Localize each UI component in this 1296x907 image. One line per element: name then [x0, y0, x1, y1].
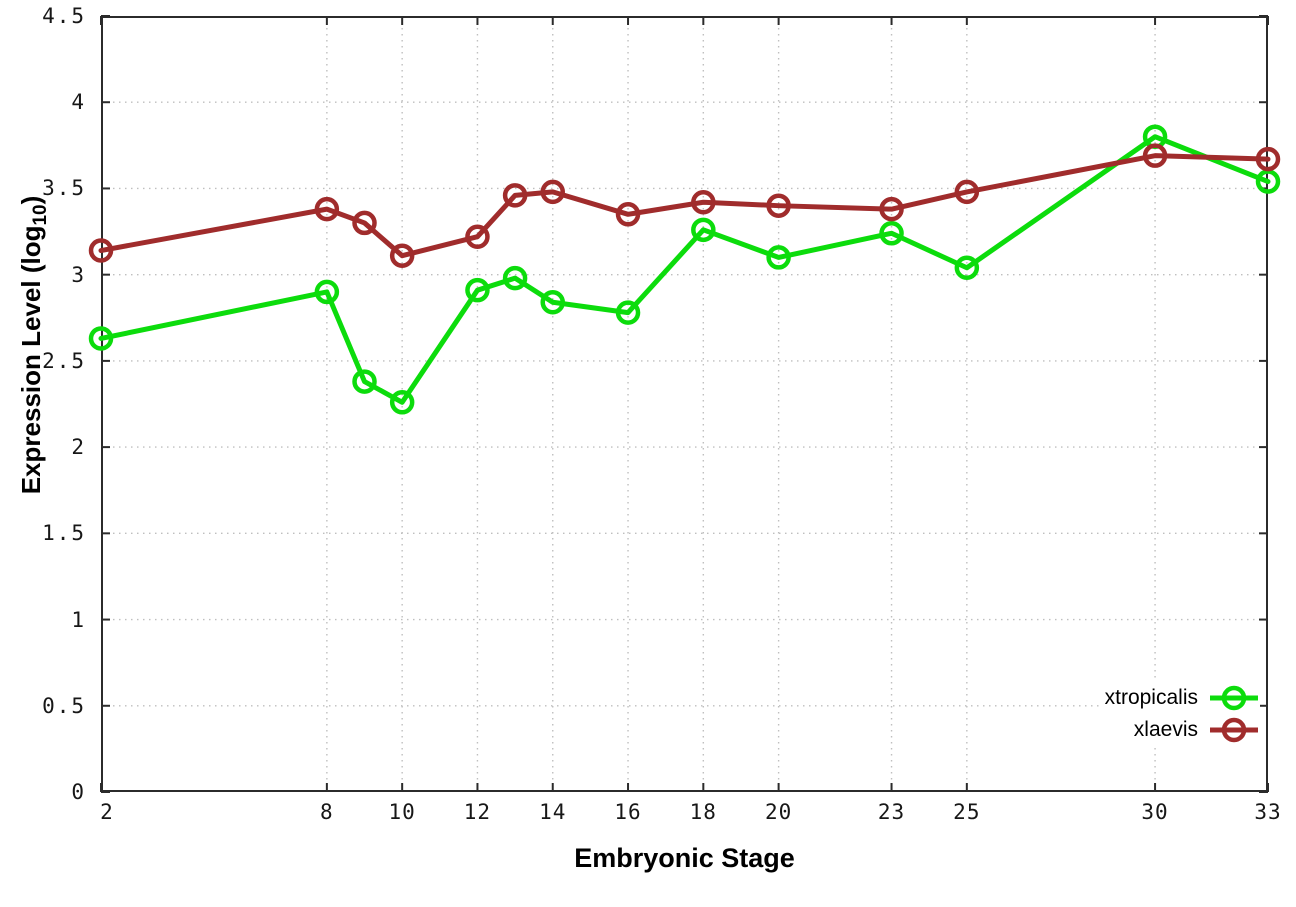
data-point-xlaevis — [352, 210, 377, 236]
x-tick-label: 18 — [689, 800, 717, 824]
data-point-xlaevis — [954, 179, 980, 205]
x-tick-label: 10 — [388, 800, 416, 824]
y-tick-label: 3 — [71, 262, 86, 287]
y-tick-label: 0.5 — [42, 693, 86, 718]
x-tick-label: 25 — [953, 800, 981, 824]
y-tick-label: 3.5 — [42, 176, 86, 201]
y-tick-label: 2.5 — [42, 348, 86, 373]
x-tick-label: 2 — [100, 800, 114, 824]
plot-area: xtropicalis xlaevis — [88, 15, 1281, 793]
data-point-xtropicalis — [954, 255, 980, 281]
x-tick-label: 8 — [320, 800, 334, 824]
data-point-xtropicalis — [1255, 169, 1281, 194]
data-point-xlaevis — [540, 179, 565, 205]
legend-entry-xlaevis: xlaevis — [1105, 714, 1258, 746]
data-point-xlaevis — [766, 193, 791, 218]
x-tick-label: 14 — [539, 800, 567, 824]
data-point-xlaevis — [615, 202, 641, 227]
legend-label-xtropicalis: xtropicalis — [1104, 686, 1198, 709]
data-point-xtropicalis — [88, 326, 114, 351]
series-line-xtropicalis — [98, 134, 1271, 405]
chart-canvas — [88, 15, 1281, 793]
y-tick-label: 1 — [71, 607, 86, 632]
y-tick-label: 4.5 — [42, 4, 86, 28]
legend: xtropicalis xlaevis — [1102, 682, 1260, 746]
x-tick-label: 33 — [1254, 800, 1282, 824]
data-point-xtropicalis — [502, 265, 528, 291]
x-tick-label: 16 — [614, 800, 642, 824]
x-tick-label: 12 — [463, 800, 492, 824]
data-point-xtropicalis — [465, 277, 490, 303]
data-point-xtropicalis — [691, 217, 716, 243]
data-point-xtropicalis — [615, 300, 641, 325]
data-point-xlaevis — [88, 238, 114, 263]
data-point-xtropicalis — [352, 369, 377, 394]
x-tick-label: 30 — [1141, 800, 1169, 824]
data-point-xlaevis — [1255, 146, 1281, 172]
data-point-xlaevis — [1142, 143, 1168, 168]
legend-marker-xtropicalis-icon — [1210, 685, 1258, 711]
legend-entry-xtropicalis: xtropicalis — [1105, 682, 1258, 714]
x-tick-label: 23 — [877, 800, 906, 824]
legend-label-xlaevis: xlaevis — [1133, 718, 1198, 741]
series-line-xlaevis — [98, 153, 1271, 259]
data-point-xlaevis — [389, 243, 415, 268]
legend-marker-xlaevis-icon — [1210, 717, 1258, 743]
y-axis-title-subscript: 10 — [30, 204, 52, 226]
data-point-xlaevis — [502, 183, 528, 208]
data-point-xlaevis — [691, 189, 716, 215]
y-tick-label: 2 — [71, 435, 86, 460]
y-tick-label: 1.5 — [42, 521, 86, 546]
data-point-xtropicalis — [314, 279, 340, 305]
data-point-xlaevis — [314, 196, 340, 222]
y-tick-label: 4 — [71, 90, 86, 115]
x-tick-label: 20 — [764, 800, 793, 824]
data-point-xtropicalis — [766, 245, 791, 270]
data-point-xlaevis — [465, 224, 490, 249]
y-tick-label: 0 — [71, 780, 86, 804]
data-point-xtropicalis — [389, 390, 415, 415]
data-point-xtropicalis — [540, 290, 565, 315]
data-point-xtropicalis — [879, 221, 904, 246]
x-axis-title: Embryonic Stage — [574, 843, 795, 873]
data-point-xlaevis — [879, 196, 904, 222]
